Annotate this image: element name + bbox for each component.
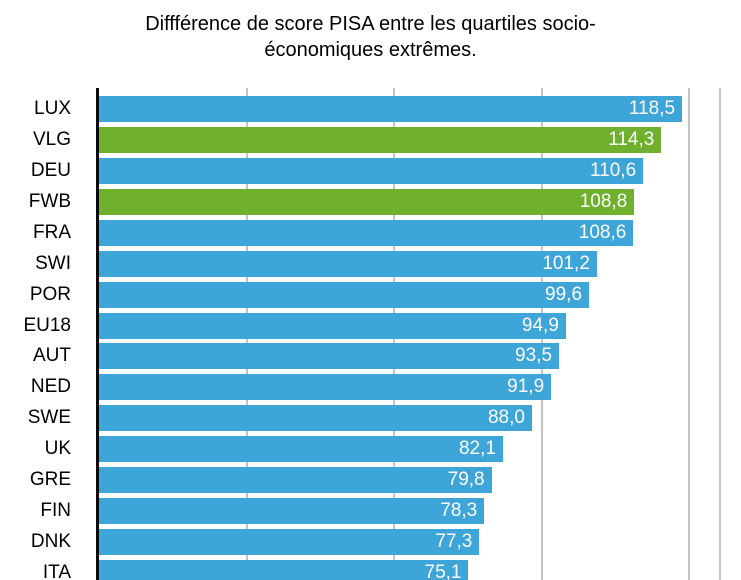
- category-label-vlg: VLG: [32, 128, 71, 150]
- category-label-ned: NED: [30, 376, 71, 398]
- bar-value-label-fin: 78,3: [440, 500, 478, 522]
- plot-right-border: [719, 88, 721, 580]
- bar-uk: 82,1: [99, 436, 503, 463]
- bar-lux: 118,5: [99, 96, 683, 122]
- bar-swe: 88,0: [99, 405, 532, 432]
- category-label-uk: UK: [44, 438, 71, 460]
- bar-por: 99,6: [99, 281, 590, 308]
- category-label-por: POR: [29, 283, 71, 305]
- bar-value-label-fwb: 108,8: [579, 190, 628, 212]
- bar-value-label-dnk: 77,3: [435, 531, 473, 553]
- gridline-x-120: [688, 88, 691, 580]
- chart-title: Diffférence de score PISA entre les quar…: [0, 11, 741, 63]
- bar-aut: 93,5: [99, 343, 560, 370]
- bar-fra: 108,6: [99, 219, 634, 246]
- bar-value-label-swi: 101,2: [542, 252, 590, 274]
- bar-value-label-gre: 79,8: [447, 469, 485, 491]
- bar-fwb: 108,8: [99, 188, 635, 215]
- chart-title-line2: économiques extrêmes.: [264, 39, 477, 61]
- category-label-gre: GRE: [29, 469, 71, 491]
- bar-value-label-vlg: 114,3: [608, 128, 655, 150]
- bar-value-label-eu18: 94,9: [521, 314, 559, 336]
- category-label-aut: AUT: [33, 345, 71, 367]
- bar-ita: 75,1: [99, 559, 469, 580]
- bar-dnk: 77,3: [99, 529, 480, 556]
- category-label-deu: DEU: [30, 159, 71, 181]
- bar-value-label-por: 99,6: [545, 283, 583, 305]
- bar-value-label-uk: 82,1: [458, 438, 496, 460]
- bar-ned: 91,9: [99, 374, 552, 401]
- bar-value-label-ned: 91,9: [507, 376, 545, 398]
- category-label-fwb: FWB: [28, 190, 71, 212]
- category-label-swe: SWE: [27, 407, 71, 429]
- y-axis-line: [96, 88, 99, 580]
- category-label-eu18: EU18: [23, 314, 71, 336]
- category-label-ita: ITA: [42, 561, 71, 580]
- category-label-fra: FRA: [33, 221, 71, 243]
- bar-value-label-swe: 88,0: [487, 407, 525, 429]
- bar-eu18: 94,9: [99, 312, 566, 339]
- bar-value-label-fra: 108,6: [578, 221, 627, 243]
- bar-value-label-ita: 75,1: [424, 561, 462, 580]
- bar-fin: 78,3: [99, 498, 485, 525]
- category-label-lux: LUX: [34, 98, 71, 119]
- chart-title-line1: Diffférence de score PISA entre les quar…: [145, 13, 596, 35]
- bar-value-label-deu: 110,6: [590, 159, 637, 181]
- bar-swi: 101,2: [99, 250, 597, 277]
- bar-gre: 79,8: [99, 467, 492, 494]
- category-label-fin: FIN: [40, 500, 71, 522]
- bar-value-label-lux: 118,5: [628, 98, 676, 119]
- category-label-swi: SWI: [35, 252, 71, 274]
- category-label-dnk: DNK: [30, 531, 71, 553]
- bar-deu: 110,6: [99, 157, 644, 184]
- bar-value-label-aut: 93,5: [515, 345, 553, 367]
- bar-vlg: 114,3: [99, 126, 662, 153]
